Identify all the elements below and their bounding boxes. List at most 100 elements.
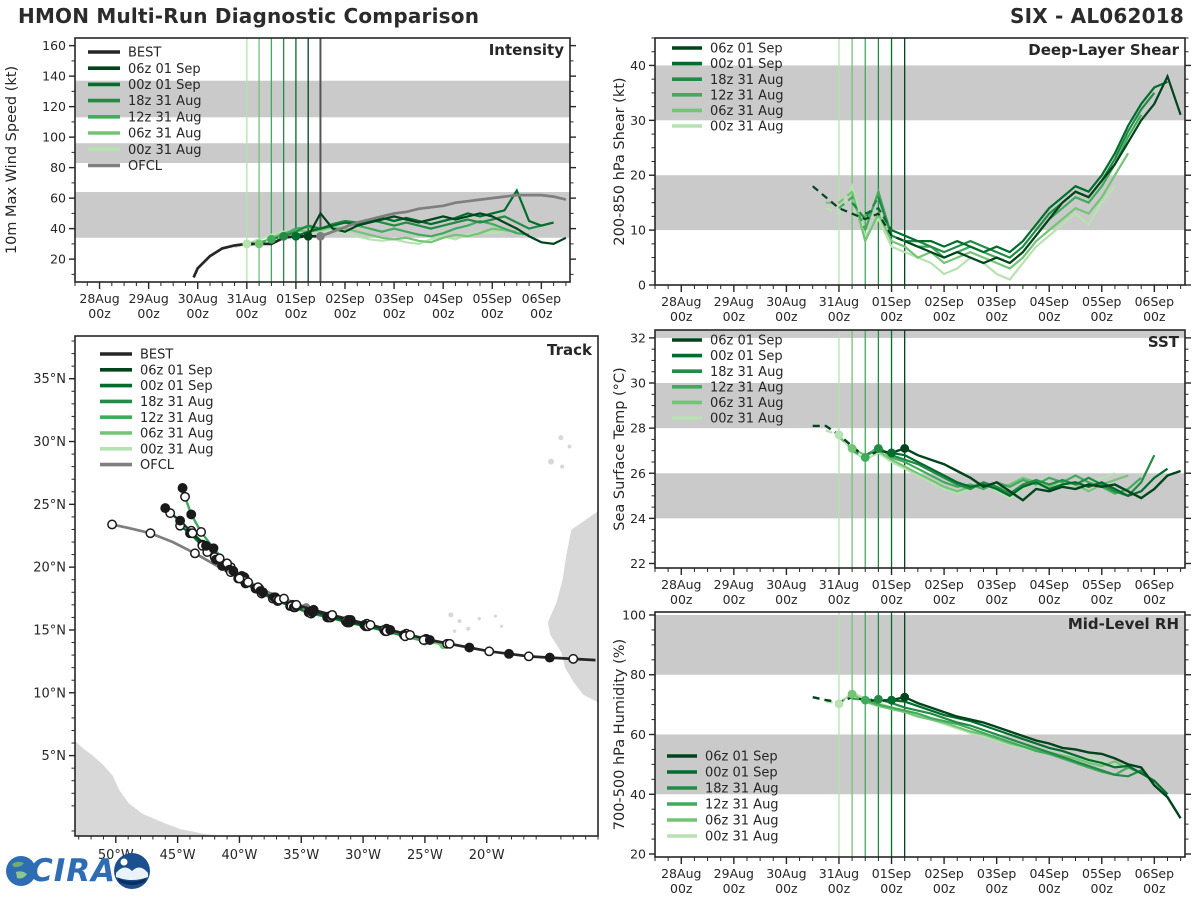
legend-label: OFCL [128,159,163,174]
position-marker-00z [201,540,212,551]
x-tick-label: 00z [285,306,308,321]
page-title: HMON Multi-Run Diagnostic Comparison [18,4,480,28]
position-marker-00z [385,625,396,635]
init-marker [834,699,844,709]
lat-tick-label: 15°N [33,623,66,638]
x-tick-label: 29Aug [128,291,168,306]
legend-label: 12z 31 Aug [710,380,784,395]
y-axis-label: 10m Max Wind Speed (kt) [4,66,20,254]
legend-item: 00z 01 Sep [672,57,783,72]
x-tick-label: 00z [481,306,504,321]
x-tick-label: 00z [186,306,209,321]
lon-tick-label: 40°W [221,848,257,863]
category-band [75,80,570,118]
x-tick-label: 04Sep [1029,294,1069,309]
island [548,458,555,465]
x-tick-label: 00z [828,881,851,896]
x-tick-label: 00z [670,592,693,607]
y-tick-label: 80 [50,160,66,175]
category-band [655,383,1185,429]
legend-item: BEST [88,46,161,61]
legend-label: 18z 31 Aug [705,782,779,797]
x-tick-label: 00z [236,306,259,321]
legend-item: 06z 01 Sep [672,334,783,349]
init-marker [834,430,844,440]
x-tick-label: 00z [530,306,553,321]
x-tick-label: 00z [1091,309,1114,324]
x-tick-label: 30Aug [766,294,806,309]
series-pre-init [825,207,840,215]
init-marker [316,231,325,241]
y-tick-label: 40 [630,58,646,73]
y-axis-label: Sea Surface Temp (°C) [612,367,628,530]
legend-item: 06z 01 Sep [667,750,778,765]
plot-border [74,335,599,837]
init-marker [254,239,264,249]
series-00z-01-sep [891,451,1169,498]
y-tick-label: 60 [50,191,66,206]
legend-item: 00z 31 Aug [100,442,214,457]
y-tick-label: 60 [630,727,646,742]
y-tick-label: 140 [42,69,66,84]
init-marker [266,234,276,244]
legend-label: 06z 01 Sep [128,62,201,77]
legend-label: 00z 01 Sep [710,349,783,364]
legend-label: 00z 31 Aug [705,830,779,845]
position-marker-00z [257,587,268,598]
series-pre-init [825,429,840,436]
legend-item: 12z 31 Aug [672,88,784,103]
init-marker [860,453,870,462]
y-tick-label: 40 [50,221,66,236]
position-marker-00z [228,565,239,576]
y-tick-label: 20 [630,847,646,862]
storm-id-title: SIX - AL062018 [1009,4,1184,28]
x-tick-label: 00z [775,881,798,896]
x-tick-label: 28Aug [661,866,701,881]
position-marker-12z [180,491,190,502]
track-map-chart: 50°W 45°W 40°W 35°W 30°W 25°W 20°W35°N30°N25°N… [33,335,599,863]
lon-tick-label: 30°W [345,848,381,863]
x-tick-label: 03Sep [977,577,1017,592]
legend-label: 12z 31 Aug [140,411,214,426]
x-tick-label: 30Aug [766,866,806,881]
legend-label: 00z 31 Aug [140,442,214,457]
plot-border [74,37,571,283]
plot-border [654,329,1186,569]
category-band [655,330,1185,338]
position-marker-12z [145,528,156,539]
intensity-chart: 28Aug00z29Aug00z30Aug00z31Aug00z01Sep00z… [4,37,576,321]
x-tick-label: 00z [723,309,746,324]
legend-item: OFCL [100,458,175,473]
legend-item: 06z 31 Aug [100,427,214,442]
init-marker [291,231,301,241]
x-tick-label: 00z [670,309,693,324]
position-marker-00z [544,652,555,663]
y-tick-label: 10 [630,223,646,238]
x-tick-label: 03Sep [977,294,1017,309]
x-tick-label: 06Sep [1135,577,1175,592]
x-tick-label: 06Sep [1135,866,1175,881]
track-best [295,603,596,662]
island [477,616,482,621]
legend-item: 06z 01 Sep [88,62,201,77]
series-pre-init [825,190,853,204]
lat-tick-label: 35°N [33,372,66,387]
legend-item: 06z 31 Aug [672,104,784,119]
legend-label: 06z 31 Aug [710,104,784,119]
shear-chart: 28Aug00z29Aug00z30Aug00z31Aug00z01Sep00z… [612,37,1191,324]
x-tick-label: 00z [670,881,693,896]
x-tick-label: 00z [1143,592,1166,607]
panel-title: Intensity [489,41,565,59]
legend-item: 06z 31 Aug [88,127,202,142]
init-marker [887,448,896,458]
x-tick-label: 00z [723,881,746,896]
init-marker [900,692,910,702]
legend-label: OFCL [140,458,175,473]
position-marker-00z [175,515,186,526]
legend-item: 00z 31 Aug [667,830,779,845]
position-marker-12z [444,638,455,649]
x-tick-label: 29Aug [714,577,754,592]
x-tick-label: 00z [88,306,111,321]
x-tick-label: 00z [1091,592,1114,607]
